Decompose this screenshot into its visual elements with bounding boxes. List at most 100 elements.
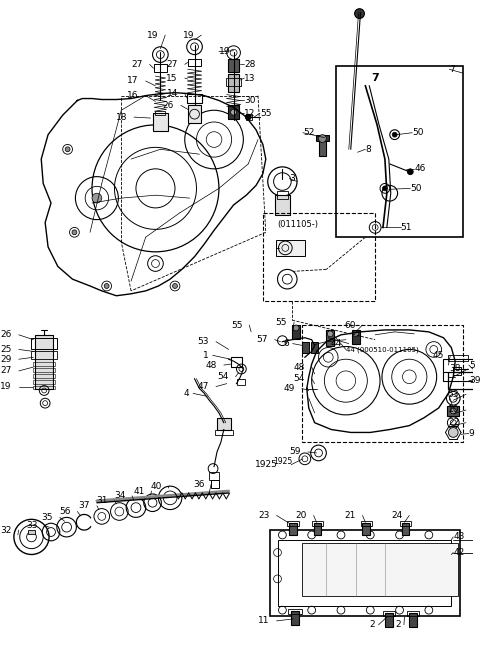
Bar [263, 213, 375, 301]
Text: 19: 19 [219, 47, 230, 56]
Bar [217, 418, 231, 430]
Bar [275, 195, 290, 215]
Text: 50: 50 [410, 184, 422, 193]
Text: 35: 35 [41, 513, 53, 522]
Circle shape [92, 193, 102, 203]
Bar [360, 521, 372, 526]
Bar [32, 351, 57, 359]
Bar [336, 66, 463, 237]
Bar [156, 111, 165, 115]
Bar [448, 355, 468, 361]
Bar [32, 337, 57, 349]
Text: 50: 50 [412, 128, 424, 137]
Circle shape [293, 325, 299, 331]
Text: 23: 23 [258, 511, 270, 520]
Text: 6: 6 [284, 339, 289, 348]
Text: 46: 46 [414, 164, 426, 173]
Bar [352, 330, 360, 343]
Circle shape [392, 132, 397, 137]
Text: 54: 54 [217, 372, 228, 381]
Circle shape [231, 109, 237, 115]
Bar [311, 341, 318, 353]
Text: 2: 2 [395, 620, 400, 629]
Circle shape [72, 230, 77, 235]
Circle shape [319, 135, 326, 143]
Bar [153, 113, 168, 131]
Text: 19: 19 [0, 382, 12, 391]
Text: 2: 2 [370, 620, 375, 629]
Bar [313, 523, 322, 535]
Bar [288, 609, 302, 614]
Bar [34, 362, 55, 366]
Bar [326, 330, 334, 345]
Text: 26: 26 [0, 330, 12, 339]
Bar [383, 611, 395, 616]
Text: 43: 43 [453, 532, 465, 542]
Bar [209, 472, 219, 480]
Bar [188, 105, 201, 123]
Circle shape [353, 331, 359, 337]
Bar [409, 613, 417, 627]
Bar [315, 135, 329, 141]
Bar [154, 64, 167, 72]
Text: 9: 9 [469, 429, 475, 438]
Bar [447, 406, 459, 416]
Circle shape [448, 428, 458, 438]
Bar [231, 357, 242, 367]
Text: 7: 7 [371, 73, 379, 83]
Text: 24: 24 [391, 511, 403, 520]
Bar [226, 78, 241, 86]
Bar [270, 530, 460, 616]
Bar [302, 543, 458, 596]
Text: 33: 33 [26, 521, 37, 530]
Text: 41: 41 [133, 487, 145, 496]
Text: 19: 19 [183, 31, 194, 40]
Text: 4: 4 [184, 389, 190, 398]
Text: 7: 7 [449, 65, 455, 74]
Bar [399, 521, 411, 526]
Text: 45: 45 [432, 351, 444, 360]
Circle shape [383, 186, 387, 191]
Bar [287, 521, 299, 526]
Bar [215, 430, 233, 436]
Circle shape [172, 284, 178, 288]
Bar [312, 521, 324, 526]
Bar [302, 325, 463, 442]
Text: 36: 36 [193, 479, 204, 489]
Text: 28: 28 [244, 60, 256, 69]
Bar [27, 530, 36, 534]
Text: 13: 13 [244, 73, 256, 82]
Bar [276, 191, 288, 199]
Bar [187, 94, 203, 103]
Text: 51: 51 [400, 223, 412, 232]
Bar [302, 341, 309, 353]
Text: 54: 54 [293, 374, 305, 383]
Text: 27: 27 [132, 60, 143, 69]
Text: 30: 30 [244, 96, 256, 105]
Text: 56: 56 [59, 507, 71, 516]
Text: 53: 53 [448, 390, 459, 399]
Text: 48: 48 [205, 360, 217, 370]
Text: 57: 57 [256, 336, 268, 344]
Bar [188, 58, 201, 66]
Bar [238, 379, 245, 385]
Text: 27: 27 [0, 366, 12, 375]
Text: 1925: 1925 [254, 460, 277, 469]
Text: 19: 19 [147, 31, 158, 40]
Text: 27: 27 [167, 60, 178, 69]
Text: 44 (000510-011105): 44 (000510-011105) [346, 346, 419, 353]
Text: 1: 1 [204, 351, 209, 360]
Text: 25: 25 [0, 345, 12, 354]
Text: 29: 29 [0, 354, 12, 364]
Text: 3: 3 [289, 174, 295, 183]
Text: 8: 8 [365, 145, 371, 154]
Bar [211, 480, 219, 488]
Bar [277, 540, 451, 606]
Text: 55: 55 [276, 318, 287, 326]
Text: 14: 14 [167, 89, 178, 98]
Text: 21: 21 [344, 511, 356, 520]
Bar [289, 523, 297, 535]
Circle shape [65, 147, 70, 152]
Bar [34, 386, 55, 390]
Text: 59: 59 [289, 447, 301, 456]
